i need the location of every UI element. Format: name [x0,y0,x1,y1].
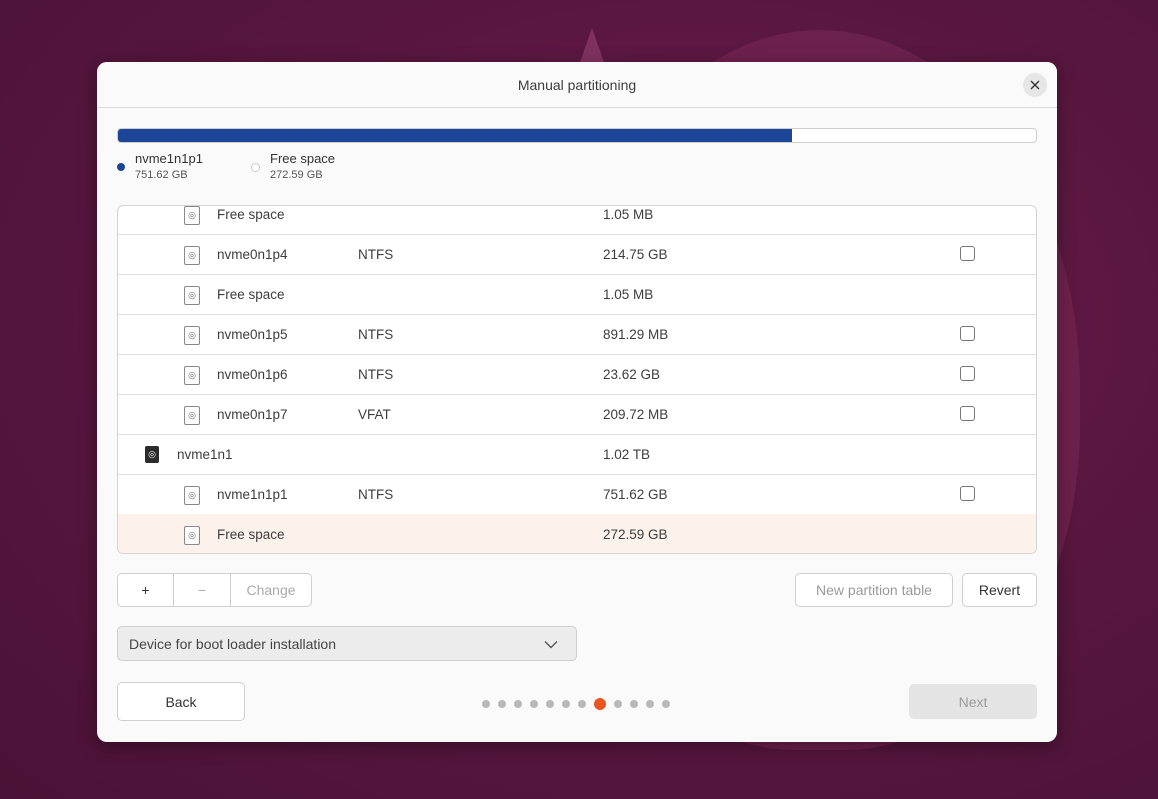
partition-icon: ◎ [184,286,200,305]
legend-name: Free space [270,151,336,166]
step-dot [662,700,670,708]
partition-icon: ◎ [184,486,200,505]
row-name: nvme0n1p7 [217,406,288,422]
row-type: NTFS [358,366,394,382]
row-type: NTFS [358,326,394,342]
back-button[interactable]: Back [117,682,245,721]
add-partition-button[interactable]: + [118,574,174,606]
disk-usage-fill [118,129,792,142]
row-name: nvme1n1 [177,446,233,462]
new-partition-table-button[interactable]: New partition table [795,573,953,607]
legend-dot-used [117,163,125,171]
legend-size: 272.59 GB [270,169,323,181]
format-checkbox[interactable] [960,366,975,381]
partition-icon: ◎ [184,406,200,425]
partition-row[interactable]: ◎ nvme1n1p1 NTFS 751.62 GB [118,474,1036,515]
row-size: 209.72 MB [603,406,669,422]
change-partition-button[interactable]: Change [246,582,296,598]
row-size: 891.29 MB [603,326,669,342]
partition-row[interactable]: ◎ nvme0n1p6 NTFS 23.62 GB [118,354,1036,395]
next-button[interactable]: Next [909,684,1037,719]
step-dot [514,700,522,708]
remove-partition-button[interactable]: − [174,574,231,606]
step-dot [546,700,554,708]
step-dot [578,700,586,708]
row-name: nvme0n1p4 [217,246,288,262]
chevron-down-icon [544,641,558,649]
legend-item-used: nvme1n1p1 751.62 GB [117,151,203,181]
bootloader-device-dropdown[interactable]: Device for boot loader installation [117,626,577,661]
format-checkbox[interactable] [960,486,975,501]
revert-button[interactable]: Revert [962,573,1037,607]
step-dot [530,700,538,708]
legend-name: nvme1n1p1 [135,151,203,166]
step-dot [562,700,570,708]
row-name: Free space [217,206,285,222]
disk-row[interactable]: ◎ nvme1n1 1.02 TB [118,434,1036,475]
wallpaper-spike [578,28,606,68]
step-dot [498,700,506,708]
dialog-title: Manual partitioning [517,76,637,93]
row-size: 1.05 MB [603,206,654,222]
legend-size: 751.62 GB [135,169,188,181]
disk-usage-bar [117,128,1037,143]
row-name: nvme0n1p5 [217,326,288,342]
legend-dot-free [251,163,260,172]
row-type: NTFS [358,486,394,502]
manual-partitioning-dialog: Manual partitioning nvme1n1p1 751.62 GB … [97,62,1057,742]
partition-table[interactable]: ◎ Free space 1.05 MB ◎ nvme0n1p4 NTFS 214.75 G… [117,205,1037,554]
format-checkbox[interactable] [960,406,975,421]
row-size: 1.05 MB [603,286,654,302]
row-name: nvme0n1p6 [217,366,288,382]
partition-icon: ◎ [184,206,200,225]
format-checkbox[interactable] [960,246,975,261]
partition-row[interactable]: ◎ nvme0n1p4 NTFS 214.75 GB [118,234,1036,275]
step-dot [630,700,638,708]
step-dot [646,700,654,708]
partition-icon: ◎ [184,526,200,545]
format-checkbox[interactable] [960,326,975,341]
row-name: nvme1n1p1 [217,486,288,502]
bootloader-device-label: Device for boot loader installation [129,635,337,652]
partition-icon: ◎ [184,326,200,345]
close-icon [1030,80,1040,90]
row-type: NTFS [358,246,394,262]
dialog-titlebar: Manual partitioning [97,62,1057,108]
partition-row[interactable]: ◎ Free space 1.05 MB [118,274,1036,315]
row-size: 1.02 TB [603,446,651,462]
step-dot [614,700,622,708]
partition-icon: ◎ [184,246,200,265]
row-size: 272.59 GB [603,526,668,542]
step-dot-current [594,698,606,710]
step-indicator [482,698,670,710]
row-size: 23.62 GB [603,366,661,382]
row-name: Free space [217,286,285,302]
close-button[interactable] [1023,73,1047,97]
disk-icon: ◎ [145,446,159,463]
partition-row[interactable]: ◎ nvme0n1p7 VFAT 209.72 MB [118,394,1036,435]
row-size: 751.62 GB [603,486,668,502]
partition-row[interactable]: ◎ nvme0n1p5 NTFS 891.29 MB [118,314,1036,355]
partition-row[interactable]: ◎ Free space 1.05 MB [118,206,1036,235]
partition-icon: ◎ [184,366,200,385]
partition-row[interactable]: ◎ Free space 272.59 GB [118,514,1036,553]
partition-action-group: + − Change [117,573,312,607]
step-dot [482,700,490,708]
row-size: 214.75 GB [603,246,668,262]
row-name: Free space [217,526,285,542]
legend-item-free: Free space 272.59 GB [251,151,335,181]
row-type: VFAT [358,406,391,422]
